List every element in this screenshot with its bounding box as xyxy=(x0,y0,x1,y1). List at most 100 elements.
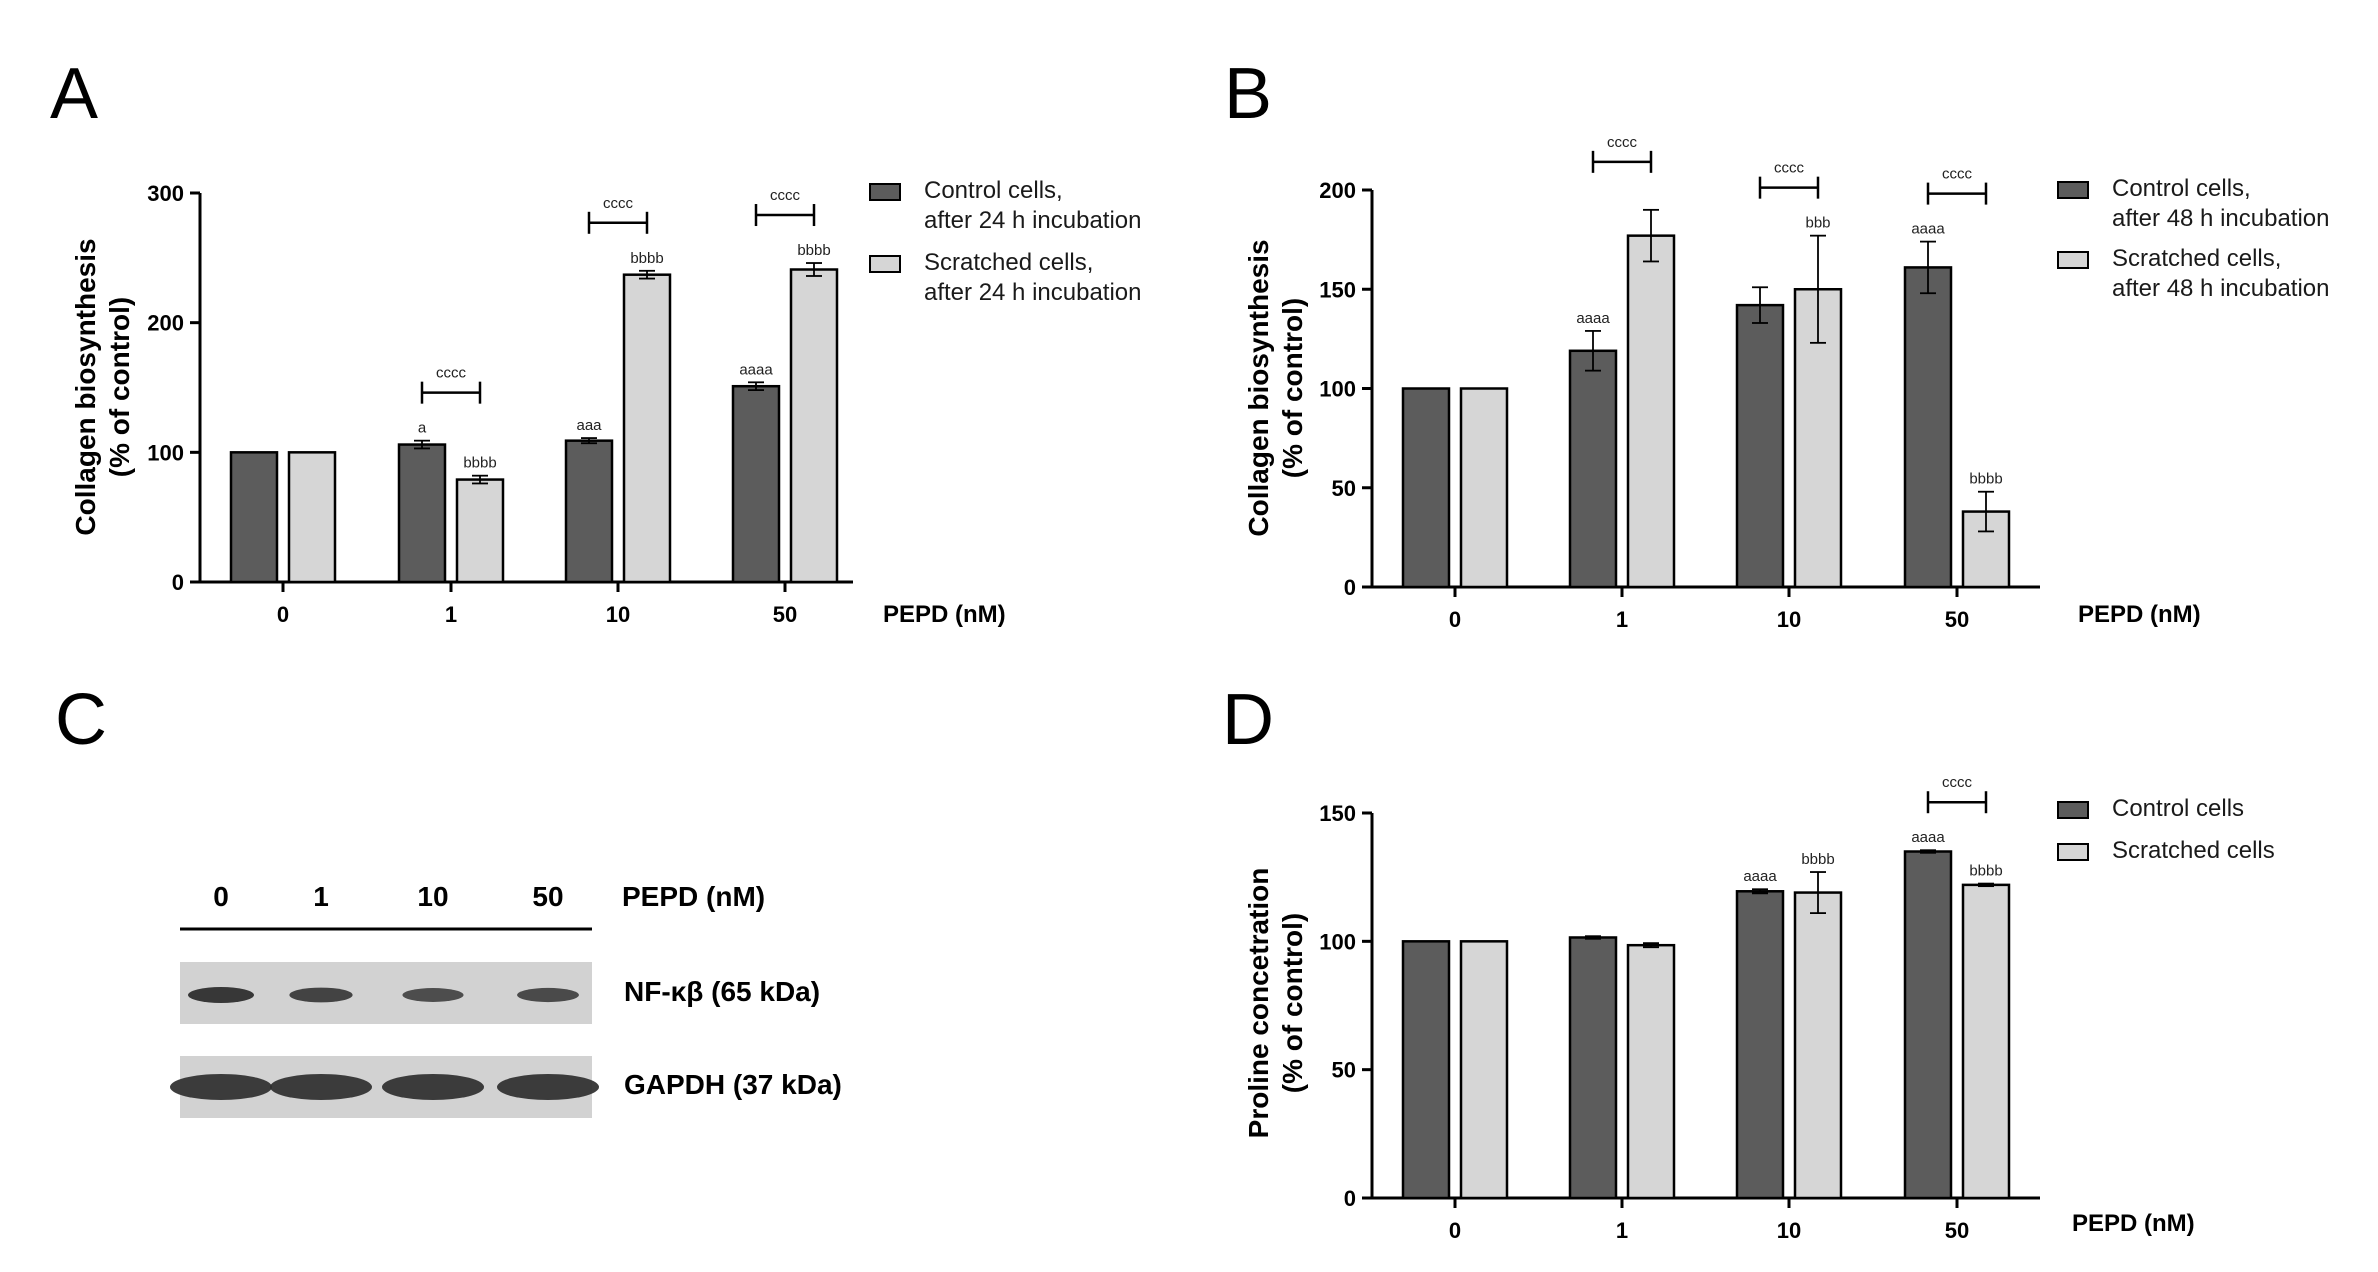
x-tick-label: 50 xyxy=(1945,1218,1969,1243)
bracket-label: cccc xyxy=(436,365,467,382)
significance-label: aaaa xyxy=(1911,221,1945,238)
x-tick-label: 0 xyxy=(1449,1218,1461,1243)
significance-label: bbb xyxy=(1805,215,1830,232)
legend-swatch-scratched xyxy=(869,255,901,273)
y-tick-label: 300 xyxy=(147,181,184,206)
chart-panel-a: 0 100 200 300 0 1 10 50 Collagen biosynthesis (% … xyxy=(70,177,1142,628)
chart-panel-d: 0 50 100 150 0 1 10 50 Proline concetration (% of… xyxy=(1243,774,2275,1243)
bracket-label: cccc xyxy=(770,187,801,204)
y-tick-label: 50 xyxy=(1332,476,1356,501)
y-axis-label-line2: (% of control) xyxy=(1277,913,1308,1093)
bar-scratched xyxy=(622,273,672,584)
significance-label: bbbb xyxy=(1969,471,2002,488)
bracket-label: cccc xyxy=(1607,134,1638,151)
y-tick-label: 200 xyxy=(147,311,184,336)
blot-band xyxy=(497,1074,599,1100)
bar-scratched xyxy=(455,478,505,584)
x-tick-label: 50 xyxy=(1945,607,1969,632)
blot-band xyxy=(270,1074,372,1100)
y-tick-label: 150 xyxy=(1319,277,1356,302)
legend-label: Control cells, xyxy=(2112,175,2251,202)
y-axis-label-line1: Proline concetration xyxy=(1243,868,1274,1139)
x-tick-label: 10 xyxy=(1777,1218,1801,1243)
bar-scratched xyxy=(1961,883,2011,1200)
bar-scratched xyxy=(1459,940,1509,1200)
panel-letter-b: B xyxy=(1224,54,1272,134)
blot-band xyxy=(402,988,464,1002)
bar-control xyxy=(731,384,781,584)
blot-lane-label: 0 xyxy=(213,881,229,912)
significance-label: aaa xyxy=(576,417,602,434)
bar-scratched xyxy=(287,451,337,584)
y-axis-label-line2: (% of control) xyxy=(104,297,135,477)
y-tick-label: 50 xyxy=(1332,1058,1356,1083)
y-tick-label: 0 xyxy=(172,570,184,595)
legend-label-line2: after 24 h incubation xyxy=(924,279,1142,306)
significance-label: bbbb xyxy=(463,455,496,472)
bar-control xyxy=(1568,349,1618,589)
bar-control xyxy=(1401,940,1451,1200)
bar-control xyxy=(1401,387,1451,589)
legend-swatch-scratched xyxy=(2057,843,2089,861)
x-tick-label: 50 xyxy=(773,602,797,627)
bracket-label: cccc xyxy=(603,195,634,212)
bar-scratched xyxy=(1459,387,1509,589)
blot-band xyxy=(170,1074,272,1100)
x-tick-label: 10 xyxy=(606,602,630,627)
significance-label: bbbb xyxy=(797,242,830,259)
blot-unit-label: PEPD (nM) xyxy=(622,881,765,912)
legend-label: Scratched cells, xyxy=(2112,245,2281,272)
x-axis-title: PEPD (nM) xyxy=(2078,601,2201,628)
legend-label-line2: after 48 h incubation xyxy=(2112,205,2330,232)
significance-label: bbbb xyxy=(1801,851,1834,868)
x-tick-label: 10 xyxy=(1777,607,1801,632)
bar-scratched xyxy=(1626,234,1676,589)
legend-label: Control cells xyxy=(2112,795,2244,822)
y-tick-label: 0 xyxy=(1344,1186,1356,1211)
y-tick-label: 100 xyxy=(1319,377,1356,402)
bar-scratched xyxy=(789,268,839,584)
bar-scratched xyxy=(1793,891,1843,1200)
legend-swatch-scratched xyxy=(2057,251,2089,269)
bar-control xyxy=(397,443,447,584)
bar-scratched xyxy=(1626,943,1676,1200)
bar-control xyxy=(1568,936,1618,1200)
blot-lane-label: 1 xyxy=(313,881,329,912)
chart-panel-b: 0 50 100 150 200 0 1 10 50 Collagen biosynthesis(… xyxy=(1243,134,2330,632)
bar-control xyxy=(564,439,614,584)
bracket-label: cccc xyxy=(1774,160,1805,177)
y-axis-label-line1: Collagen biosynthesis xyxy=(70,238,101,535)
legend-label-line2: after 48 h incubation xyxy=(2112,275,2330,302)
significance-label: aaaa xyxy=(1576,310,1610,327)
x-tick-label: 1 xyxy=(1616,607,1628,632)
y-tick-label: 100 xyxy=(1319,929,1356,954)
blot-row-label: NF-κβ (65 kDa) xyxy=(624,976,820,1007)
significance-label: aaaa xyxy=(1743,868,1777,885)
legend-label: Scratched cells xyxy=(2112,837,2275,864)
blot-lane-label: 10 xyxy=(417,881,448,912)
bracket-label: cccc xyxy=(1942,166,1973,183)
western-blot-panel-c: 0 1 10 50 PEPD (nM) NF-κβ (65 kDa) GAPDH (37 k… xyxy=(170,881,842,1118)
bracket-label: cccc xyxy=(1942,774,1973,791)
blot-band xyxy=(382,1074,484,1100)
bar-control xyxy=(1903,850,1953,1200)
blot-row-label: GAPDH (37 kDa) xyxy=(624,1069,842,1100)
y-tick-label: 150 xyxy=(1319,801,1356,826)
x-tick-label: 1 xyxy=(1616,1218,1628,1243)
blot-band xyxy=(517,987,579,1003)
y-tick-label: 100 xyxy=(147,440,184,465)
legend-swatch-control xyxy=(2057,801,2089,819)
significance-label: bbbb xyxy=(1969,863,2002,880)
y-tick-label: 200 xyxy=(1319,178,1356,203)
blot-band xyxy=(188,987,254,1003)
significance-label: bbbb xyxy=(630,250,663,267)
y-axis-label-line2: (% of control) xyxy=(1277,298,1308,478)
x-tick-label: 0 xyxy=(1449,607,1461,632)
x-axis-title: PEPD (nM) xyxy=(2072,1210,2195,1237)
x-tick-label: 1 xyxy=(445,602,457,627)
bar-control xyxy=(1735,303,1785,589)
bar-control xyxy=(1903,266,1953,589)
significance-label: aaaa xyxy=(739,361,773,378)
panel-letter-d: D xyxy=(1222,680,1274,760)
